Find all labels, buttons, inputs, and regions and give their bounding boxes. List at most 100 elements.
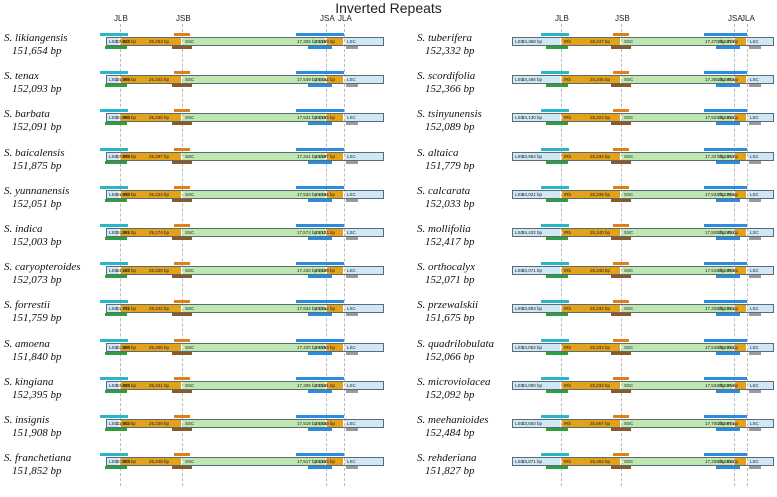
ira-region <box>735 305 746 313</box>
ndhF-gene <box>704 453 738 457</box>
trnH-gene <box>346 313 358 317</box>
irb-length: 25,242 bp <box>149 77 170 83</box>
irb-length: 25,263 bp <box>590 459 611 465</box>
genome-track: LSC 84,050 bp IRb 25,234 bp SSC 17,533 bp IRa 2… <box>106 189 384 199</box>
lsc-length: 84,053 bp <box>116 459 137 465</box>
irb-region <box>121 76 181 84</box>
genome-size: 152,092 bp <box>425 388 475 401</box>
species-name: S. altaica <box>417 146 459 159</box>
lsc-end-label: LSC <box>750 459 759 465</box>
lsc-region <box>107 305 119 313</box>
rpl22-gene <box>541 338 569 342</box>
junction-guide-line <box>621 24 622 486</box>
trnH-gene <box>749 198 761 202</box>
rps19-lower-gene <box>105 122 127 126</box>
lsc-region <box>107 229 119 236</box>
irb-length: 25,239 bp <box>149 421 170 426</box>
irb-label: IRb <box>123 382 131 388</box>
ycf1-ira-gene <box>716 275 740 279</box>
rpl22-gene <box>100 300 128 304</box>
lsc-region <box>513 190 560 198</box>
lsc-region <box>513 458 560 466</box>
lsc-region <box>107 343 119 351</box>
ira-length: 25,223 bp <box>718 115 739 121</box>
rps19-gene <box>727 338 747 342</box>
junction-label-jsb: JSB <box>176 14 191 23</box>
ssc-region <box>183 458 325 466</box>
ssc-length: 17,519 bp <box>297 421 318 426</box>
ssc-region <box>183 152 325 160</box>
ira-label: IRa <box>727 153 735 159</box>
genome-size: 152,332 bp <box>425 45 475 57</box>
rpl22-gene <box>541 71 569 75</box>
trnH-gene <box>346 466 358 470</box>
rpl22-gene <box>541 33 569 36</box>
ycf1-gene <box>174 262 190 266</box>
lsc-label: LSC <box>515 268 524 274</box>
ssc-label: SSC <box>185 344 195 350</box>
lsc-end-region <box>748 381 773 389</box>
genome-track: LSC 83,911 bp IRb 25,239 bp SSC 17,519 bp IRa 2… <box>106 419 384 428</box>
lsc-length: 83,893 bp <box>522 306 543 312</box>
ycf1-lower-gene <box>611 122 631 126</box>
lsc-length: 84,130 bp <box>522 115 543 121</box>
ira-region <box>327 152 343 160</box>
rps19-lower-gene <box>546 313 568 317</box>
ycf1-lower-gene <box>611 198 631 202</box>
ycf1-gene <box>613 147 629 151</box>
ycf1-lower-gene <box>172 466 192 470</box>
irb-label: IRb <box>564 306 572 312</box>
irb-label: IRb <box>123 268 131 274</box>
irb-region <box>562 152 620 160</box>
lsc-end-label: LSC <box>750 382 759 388</box>
lsc-region <box>513 343 560 351</box>
species-name: S. forrestii <box>4 299 51 312</box>
trnH-gene <box>749 84 761 88</box>
ira-label: IRa <box>727 382 735 388</box>
ira-length: 25,247 bp <box>718 39 739 44</box>
rpl22-gene <box>100 262 128 266</box>
irb-region <box>121 343 181 351</box>
lsc-label: LSC <box>109 191 118 197</box>
species-name: S. tuberifera <box>417 32 472 44</box>
ira-length: 25,235 bp <box>315 115 336 121</box>
rpl22-gene <box>100 109 128 113</box>
lsc-end-region <box>345 305 383 313</box>
rps19-lower-gene <box>105 275 127 279</box>
irb-label: IRb <box>564 39 572 44</box>
rps19-lower-gene <box>105 428 127 431</box>
lsc-region <box>107 114 119 122</box>
lsc-end-label: LSC <box>750 115 759 121</box>
lsc-length: 84,090 bp <box>116 115 137 121</box>
ycf1-lower-gene <box>172 84 192 88</box>
lsc-length: 84,182 bp <box>116 268 137 274</box>
ira-region <box>327 458 343 466</box>
genome-size: 152,073 bp <box>12 274 62 287</box>
lsc-end-label: LSC <box>750 306 759 312</box>
irb-region <box>562 458 620 466</box>
ycf1-lower-gene <box>611 466 631 470</box>
genome-size: 151,779 bp <box>425 159 475 172</box>
ira-label: IRa <box>319 459 327 465</box>
ndhF-gene <box>296 147 330 151</box>
irb-region <box>562 381 620 389</box>
genome-size: 152,003 bp <box>12 236 62 248</box>
genome-track: LSC 84,081 bp IRb 25,174 bp SSC 17,574 bp IRa 2… <box>106 228 384 237</box>
ira-length: 25,234 bp <box>315 191 336 197</box>
genome-track: LSC 83,948 bp IRb 25,297 bp SSC 17,341 bp IRa 2… <box>106 151 384 161</box>
ycf1-lower-gene <box>172 46 192 49</box>
ndhF-gene <box>296 33 330 36</box>
ssc-length: 17,355 bp <box>705 77 726 83</box>
species-name: S. meehanioides <box>417 414 489 426</box>
trnH-gene <box>749 466 761 470</box>
lsc-label: LSC <box>109 115 118 121</box>
ira-label: IRa <box>727 77 735 83</box>
rps19-gene <box>324 415 344 418</box>
ssc-region <box>622 420 733 427</box>
ndhF-gene <box>704 262 738 266</box>
ssc-length: 17,534 bp <box>297 306 318 312</box>
junction-label-jla: JLA <box>741 14 755 23</box>
trnH-gene <box>346 237 358 240</box>
lsc-end-region <box>345 190 383 198</box>
ssc-region <box>183 305 325 313</box>
